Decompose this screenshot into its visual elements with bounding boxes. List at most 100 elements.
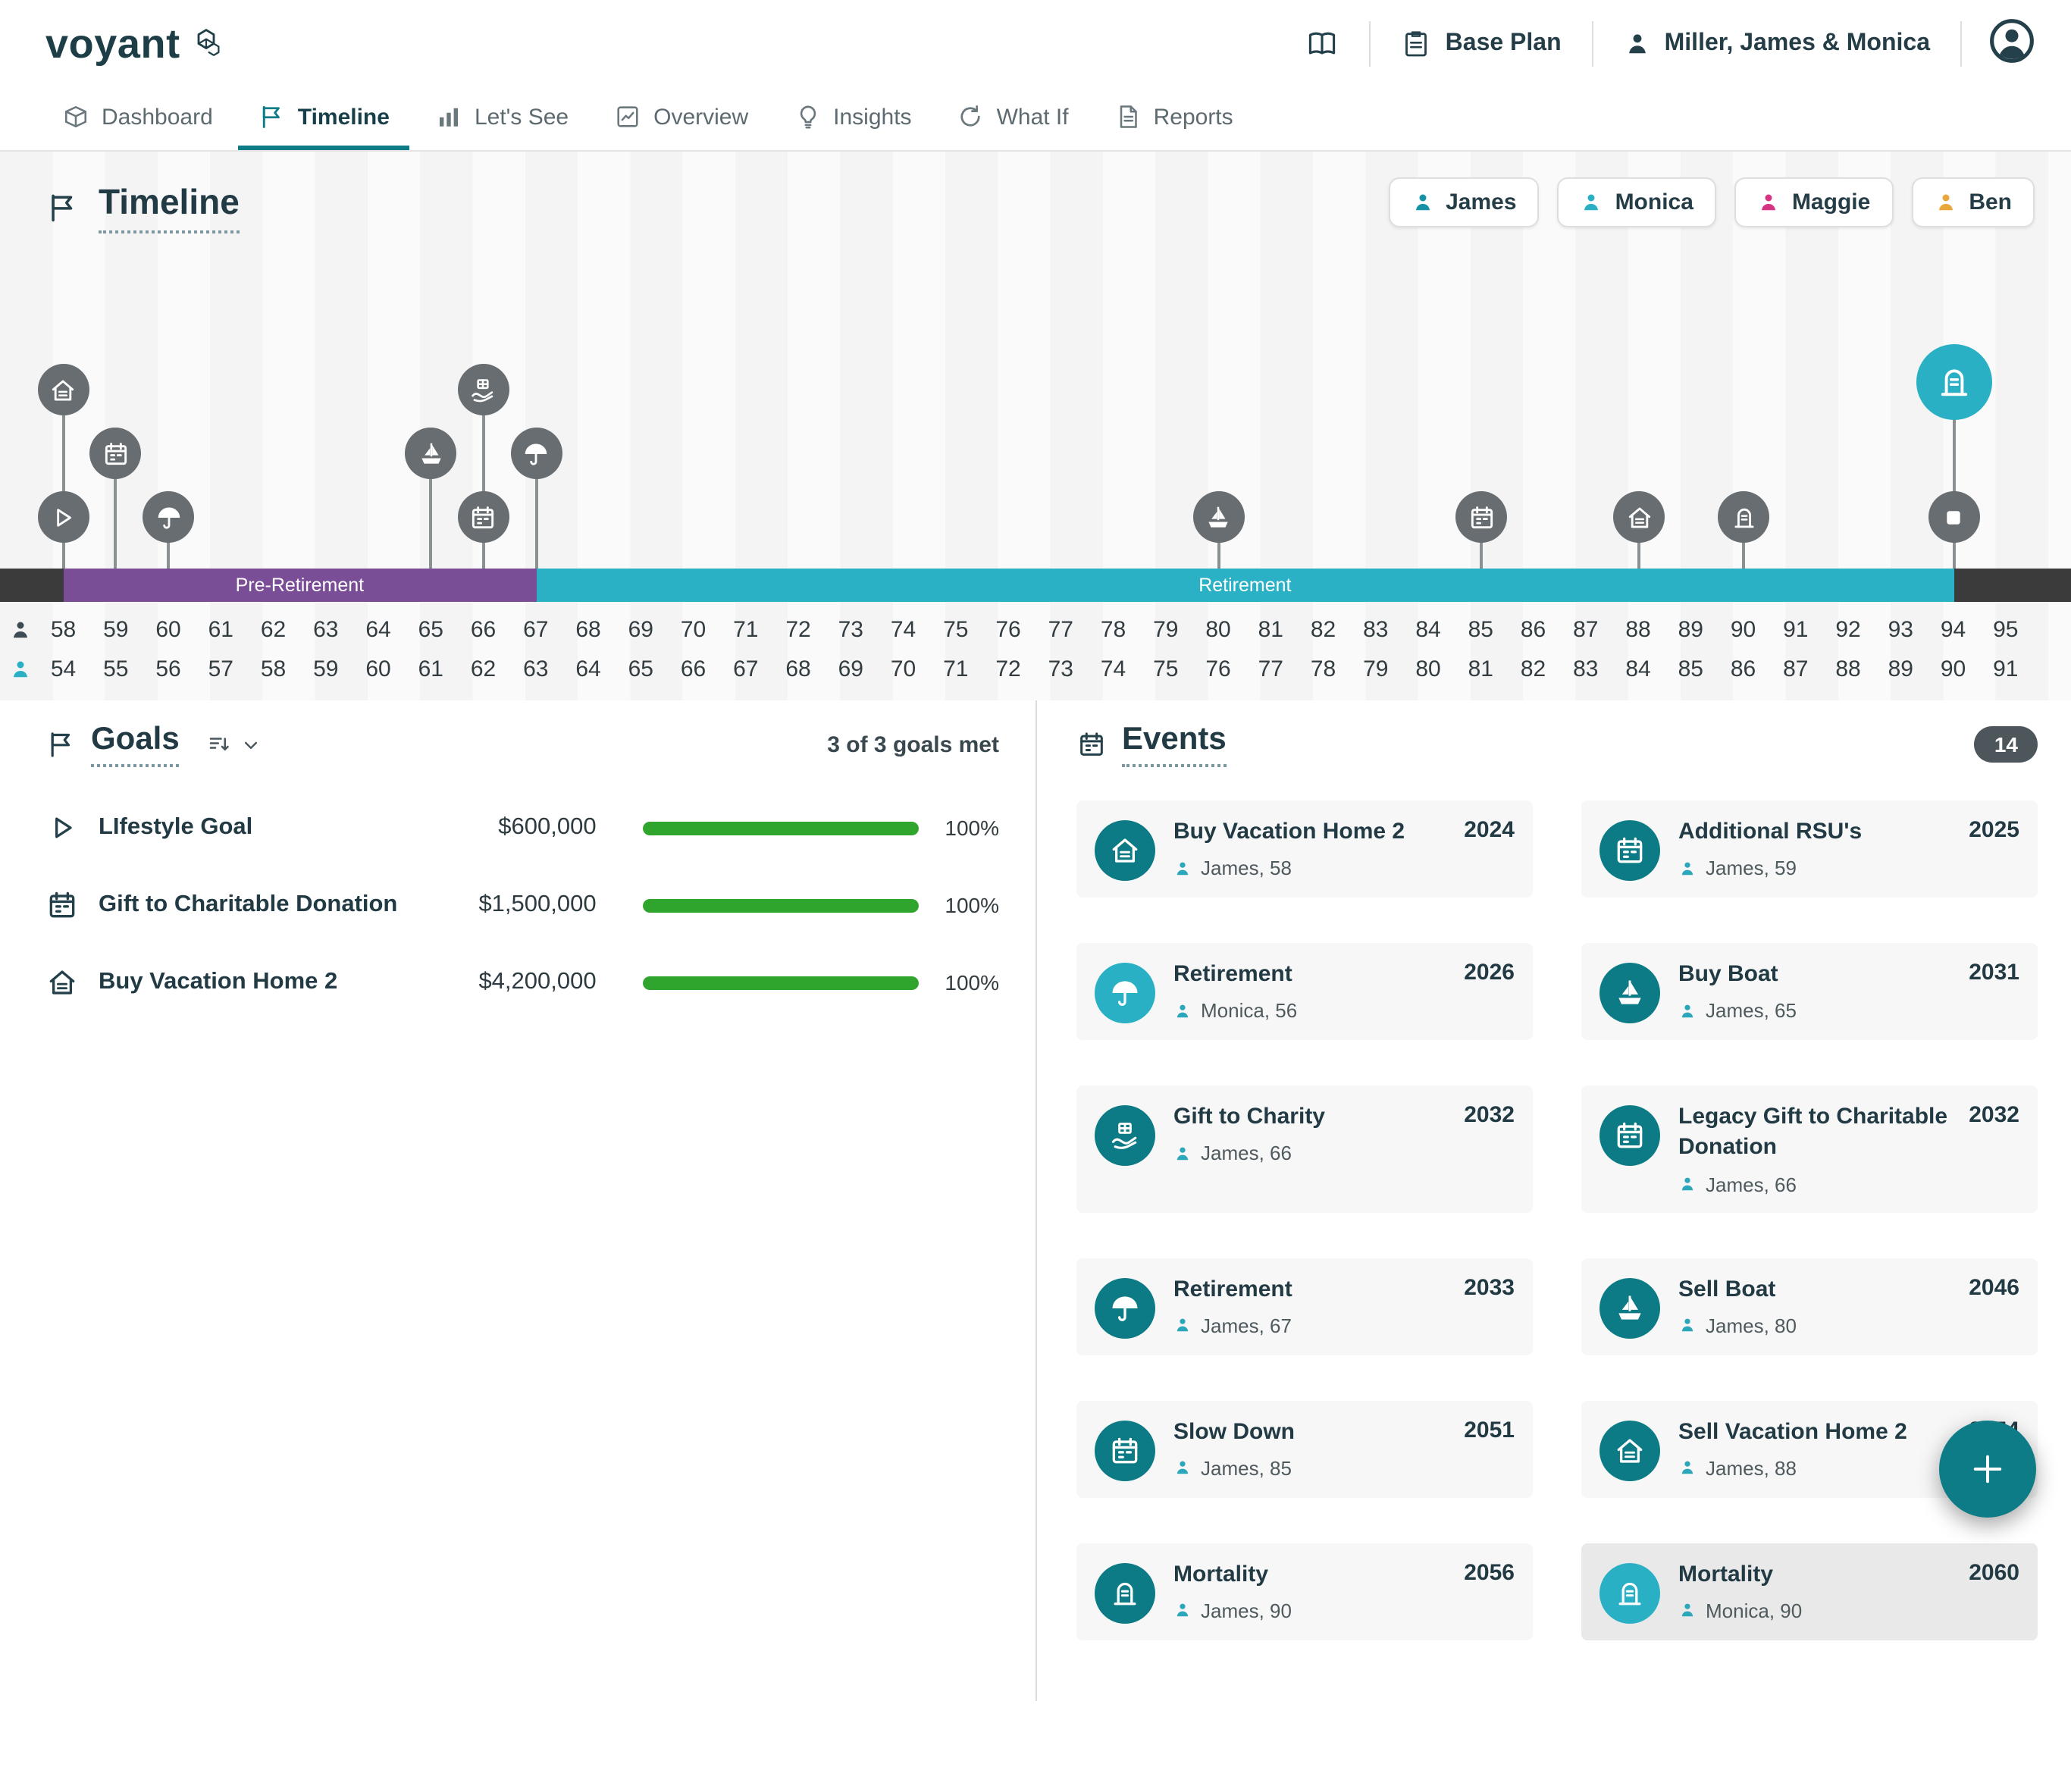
event-card-slow-down-2051[interactable]: Slow Down 2051 James, 85 bbox=[1076, 1400, 1533, 1497]
play-icon bbox=[45, 811, 79, 844]
age-row-james: 58 59 60 61 62 63 64 65 66 67 68 69 70 71 72 73 74 75 76 77… bbox=[37, 612, 2032, 649]
header-divider bbox=[1591, 21, 1593, 67]
boat-icon bbox=[1205, 503, 1233, 531]
tab-let-s-see[interactable]: Let's See bbox=[415, 88, 588, 150]
goal-row-lifestyle-goal[interactable]: LIfestyle Goal $600,000 100% bbox=[45, 811, 999, 844]
header-actions: Base Plan Miller, James & Monica bbox=[1276, 0, 2047, 88]
stop-icon bbox=[1940, 503, 1969, 531]
profile-avatar[interactable] bbox=[1986, 14, 2038, 74]
event-person-row: James, 58 bbox=[1173, 857, 1515, 880]
marker-stem bbox=[481, 390, 485, 569]
event-card-buy-boat-2031[interactable]: Buy Boat 2031 James, 65 bbox=[1581, 943, 2038, 1040]
event-icon-circle bbox=[1095, 1420, 1155, 1480]
client-name-label: Miller, James & Monica bbox=[1664, 30, 1930, 56]
tab-dashboard[interactable]: Dashboard bbox=[42, 88, 233, 150]
timeline-marker-calendar-age-66[interactable] bbox=[457, 491, 509, 543]
timeline-marker-umbrella-age-60[interactable] bbox=[143, 491, 195, 543]
person-chip-james[interactable]: James bbox=[1388, 177, 1540, 227]
age-label: 75 bbox=[1153, 656, 1179, 682]
goal-percent-label: 100% bbox=[945, 893, 999, 917]
events-header: Events 14 bbox=[1076, 722, 2038, 767]
timeline-marker-mortality-age-90[interactable] bbox=[1718, 491, 1770, 543]
mortality-icon bbox=[1730, 503, 1759, 531]
timeline-marker-calendar-age-59[interactable] bbox=[89, 428, 142, 479]
age-label: 75 bbox=[943, 617, 969, 643]
age-label: 69 bbox=[838, 656, 863, 682]
timeline-marker-umbrella-age-67[interactable] bbox=[510, 428, 562, 479]
goals-panel: Goals 3 of 3 goals met LIfestyle Goal $60… bbox=[0, 700, 1036, 1700]
lower-content: Goals 3 of 3 goals met LIfestyle Goal $60… bbox=[0, 700, 2071, 1700]
tab-label: Let's See bbox=[474, 104, 569, 130]
person-chip-label: Maggie bbox=[1791, 190, 1871, 215]
timeline-marker-home-age-88[interactable] bbox=[1613, 491, 1665, 543]
event-card-mortality-2060[interactable]: Mortality 2060 Monica, 90 bbox=[1581, 1543, 2038, 1640]
tab-overview[interactable]: Overview bbox=[594, 88, 768, 150]
event-card-buy-vacation-home-2-2024[interactable]: Buy Vacation Home 2 2024 James, 58 bbox=[1076, 800, 1533, 898]
timeline-marker-boat-age-80[interactable] bbox=[1192, 491, 1245, 543]
age-label: 83 bbox=[1573, 656, 1599, 682]
age-label: 76 bbox=[995, 617, 1021, 643]
person-chip-maggie[interactable]: Maggie bbox=[1734, 177, 1894, 227]
age-label: 70 bbox=[680, 617, 707, 643]
person-chip-monica[interactable]: Monica bbox=[1557, 177, 1716, 227]
event-card-sell-boat-2046[interactable]: Sell Boat 2046 James, 80 bbox=[1581, 1258, 2038, 1355]
event-title: Retirement bbox=[1173, 961, 1292, 987]
timeline-marker-stop-age-94[interactable] bbox=[1928, 491, 1980, 543]
timeline-marker-gift-age-66[interactable] bbox=[457, 364, 509, 415]
umbrella-icon bbox=[1108, 1291, 1142, 1324]
event-card-legacy-gift-to-charitable-donation-2032[interactable]: Legacy Gift to Charitable Donation 2032 Ja… bbox=[1581, 1086, 2038, 1212]
goals-header: Goals 3 of 3 goals met bbox=[45, 722, 999, 767]
phase-retirement: Retirement bbox=[536, 569, 1954, 602]
timeline-marker-calendar-age-85[interactable] bbox=[1455, 491, 1508, 543]
event-title: Sell Vacation Home 2 bbox=[1678, 1418, 1907, 1444]
event-title: Sell Boat bbox=[1678, 1276, 1776, 1302]
boat-icon bbox=[1613, 976, 1646, 1010]
event-year: 2031 bbox=[1969, 960, 2019, 985]
goal-row-buy-vacation-home-2[interactable]: Buy Vacation Home 2 $4,200,000 100% bbox=[45, 966, 999, 999]
tab-reports[interactable]: Reports bbox=[1095, 88, 1253, 150]
goals-sort-control[interactable] bbox=[207, 731, 263, 758]
event-card-additional-rsu-s-2025[interactable]: Additional RSU's 2025 James, 59 bbox=[1581, 800, 2038, 898]
age-label: 63 bbox=[523, 656, 549, 682]
age-label: 86 bbox=[1730, 656, 1756, 682]
add-event-button[interactable] bbox=[1939, 1421, 2036, 1518]
goals-met-summary: 3 of 3 goals met bbox=[827, 732, 999, 757]
timeline-marker-mortality-age-94[interactable] bbox=[1916, 344, 1992, 420]
bar-chart-icon bbox=[435, 103, 462, 130]
mortality-icon bbox=[1613, 1576, 1646, 1609]
age-label: 54 bbox=[50, 656, 77, 682]
person-chip-ben[interactable]: Ben bbox=[1911, 177, 2035, 227]
events-panel: Events 14 Buy Vacation Home 2 2024 James, … bbox=[1036, 700, 2071, 1700]
event-card-gift-to-charity-2032[interactable]: Gift to Charity 2032 James, 66 bbox=[1076, 1086, 1533, 1212]
age-label: 93 bbox=[1888, 617, 1913, 643]
base-plan-selector[interactable]: Base Plan bbox=[1371, 29, 1592, 59]
event-icon-circle bbox=[1095, 1277, 1155, 1338]
timeline-marker-play-age-58[interactable] bbox=[37, 491, 89, 543]
age-row-person-icon-james bbox=[9, 619, 32, 641]
timeline-marker-boat-age-65[interactable] bbox=[405, 428, 457, 479]
client-selector[interactable]: Miller, James & Monica bbox=[1593, 30, 1960, 58]
tab-timeline[interactable]: Timeline bbox=[238, 88, 409, 150]
plan-notes-button[interactable] bbox=[1276, 27, 1370, 61]
calendar-icon bbox=[1613, 1119, 1646, 1152]
tab-what-if[interactable]: What If bbox=[938, 88, 1089, 150]
event-card-retirement-2033[interactable]: Retirement 2033 James, 67 bbox=[1076, 1258, 1533, 1355]
event-title: Mortality bbox=[1173, 1561, 1269, 1587]
person-icon bbox=[1624, 30, 1651, 58]
age-label: 78 bbox=[1310, 656, 1336, 682]
age-label: 79 bbox=[1363, 656, 1389, 682]
goals-list: LIfestyle Goal $600,000 100% Gift to Charit… bbox=[45, 811, 999, 999]
goal-row-gift-to-charitable-donation[interactable]: Gift to Charitable Donation $1,500,000 100… bbox=[45, 888, 999, 922]
event-card-retirement-2026[interactable]: Retirement 2026 Monica, 56 bbox=[1076, 943, 1533, 1040]
person-icon bbox=[1581, 191, 1603, 214]
base-plan-label: Base Plan bbox=[1445, 30, 1562, 56]
tab-label: Timeline bbox=[297, 104, 390, 130]
event-icon-circle bbox=[1599, 1562, 1660, 1623]
tab-insights[interactable]: Insights bbox=[774, 88, 931, 150]
event-card-mortality-2056[interactable]: Mortality 2056 James, 90 bbox=[1076, 1543, 1533, 1640]
person-icon bbox=[1678, 1175, 1697, 1193]
tab-label: Reports bbox=[1153, 104, 1233, 130]
timeline-marker-home-age-58[interactable] bbox=[37, 364, 89, 415]
calendar-icon bbox=[45, 888, 79, 922]
event-title: Legacy Gift to Charitable Donation bbox=[1678, 1104, 1948, 1161]
